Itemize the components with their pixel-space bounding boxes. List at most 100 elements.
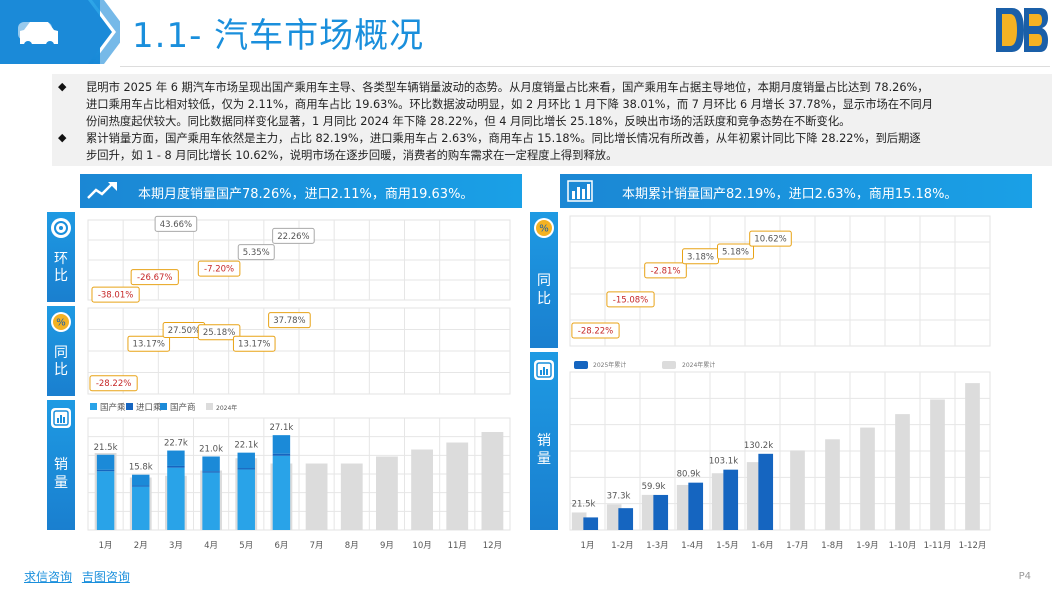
bar-chart-icon — [51, 408, 71, 428]
target-icon — [51, 218, 71, 238]
right-tongbi-label-box — [571, 322, 620, 339]
footer-link-jitu[interactable]: 吉图咨询 — [81, 570, 130, 584]
bullet-icon: ◆ — [58, 80, 67, 93]
bar-total-label: 15.8k — [129, 463, 153, 473]
bar-guochan-shang — [132, 474, 150, 486]
x-tick-label: 1-11月 — [924, 541, 952, 551]
huanbi-label: 22.26% — [277, 232, 309, 242]
huanbi-label-box — [154, 215, 198, 232]
x-tick-label: 1-9月 — [856, 541, 878, 551]
bar-2024 — [481, 432, 504, 530]
summary-paragraph-1: 昆明市 2025 年 6 期汽车市场呈现出国产乘用车主导、各类型车辆销量波动的态… — [86, 79, 1048, 130]
left-banner: 本期月度销量国产78.26%，进口2.11%，商用19.63%。 — [80, 174, 522, 208]
tongbi-label: 13.17% — [133, 340, 165, 350]
brand-logo — [996, 8, 1048, 52]
legend-label: 2025年累计 — [593, 361, 626, 369]
legend-label: 进口乘 — [136, 402, 162, 413]
right-banner: 本期累计销量国产82.19%，进口2.63%，商用15.18%。 — [560, 174, 1032, 208]
bar-guochan-cheng — [237, 469, 255, 530]
huanbi-label: -7.20% — [204, 265, 234, 275]
bar-guochan-shang — [237, 452, 255, 469]
bar-2024-cum — [676, 484, 692, 530]
side-label-char: 同 — [537, 273, 551, 289]
bar-2024-cum — [825, 439, 840, 530]
tongbi-label: 13.17% — [238, 340, 270, 350]
bar-guochan-cheng — [272, 455, 291, 530]
bar-2025-cum — [583, 517, 599, 530]
huanbi-label: -38.01% — [98, 291, 133, 301]
side-panel-right-tongbi: % 同 比 — [530, 212, 558, 348]
svg-text:%: % — [539, 224, 549, 235]
x-tick-label: 1-12月 — [959, 541, 987, 551]
x-tick-label: 4月 — [204, 541, 218, 551]
bar-jinkou-cheng — [237, 468, 255, 470]
bar-2024 — [376, 456, 398, 530]
tongbi-label-box — [268, 312, 311, 329]
bar-2024-cum — [965, 383, 980, 530]
x-tick-label: 1月 — [581, 541, 595, 551]
bar-guochan-cheng — [132, 486, 150, 530]
bar-total-label: 59.9k — [642, 482, 666, 492]
side-label-char: 销 — [54, 457, 68, 473]
bar-chart-icon — [567, 180, 593, 202]
x-tick-label: 1-10月 — [889, 541, 917, 551]
bar-2025-cum — [618, 508, 634, 530]
left-banner-text: 本期月度销量国产78.26%，进口2.11%，商用19.63%。 — [138, 187, 474, 202]
bar-2024-cum — [606, 504, 622, 530]
bar-2025-cum — [758, 453, 774, 530]
x-tick-label: 5月 — [239, 541, 253, 551]
x-tick-label: 1-7月 — [786, 541, 808, 551]
page-title: 1.1- 汽车市场概况 — [132, 16, 425, 56]
text-line: 进口乘用车占比相对较低，仅为 2.11%，商用车占比 19.63%。环比数据波动… — [86, 98, 933, 111]
page-number: P4 — [1018, 571, 1031, 582]
legend-label: 2024年 — [216, 404, 237, 412]
bar-jinkou-cheng — [132, 485, 150, 487]
percent-icon: % — [51, 312, 71, 332]
bar-2024-cum — [860, 427, 875, 530]
right-tongbi-label-box — [749, 230, 792, 247]
bar-jinkou-cheng — [167, 465, 185, 468]
car-icon — [18, 22, 58, 49]
bullet-icon: ◆ — [58, 131, 67, 144]
side-panel-huanbi: 环 比 — [47, 212, 75, 302]
x-tick-label: 9月 — [380, 541, 394, 551]
bar-2024 — [446, 442, 469, 530]
bar-jinkou-cheng — [272, 453, 291, 456]
x-tick-label: 1-4月 — [681, 541, 703, 551]
bar-guochan-cheng — [167, 467, 185, 530]
bar-total-label: 21.5k — [572, 499, 596, 509]
side-panel-xiaoliang: 销 量 — [47, 400, 75, 530]
legend-swatch — [662, 361, 676, 369]
text-line: 份间热度起伏较大。同比数据同样变化显著，1 月同比 2024 年下降 28.22… — [86, 115, 851, 128]
bar-2024-cum — [711, 473, 727, 530]
side-label-char: 比 — [537, 291, 551, 307]
tongbi-label: 37.78% — [273, 316, 305, 326]
x-tick-label: 1-2月 — [611, 541, 633, 551]
x-tick-label: 1-3月 — [646, 541, 668, 551]
huanbi-label-box — [272, 227, 315, 244]
side-label-char: 量 — [537, 451, 551, 467]
legend-swatch — [574, 361, 588, 369]
x-tick-label: 11月 — [448, 541, 467, 551]
right-tongbi-label-box — [644, 262, 687, 279]
footer-link-qiuxin[interactable]: 求信咨询 — [24, 570, 73, 584]
bar-total-label: 103.1k — [709, 457, 738, 467]
side-panel-right-xiaoliang: 销 量 — [530, 352, 558, 530]
bar-2024 — [340, 463, 363, 530]
trend-up-icon — [87, 182, 117, 199]
bar-2024-cum — [895, 414, 910, 530]
bar-guochan-cheng — [202, 472, 220, 530]
right-tongbi-label: -28.22% — [578, 326, 613, 336]
side-label-char: 量 — [54, 475, 68, 491]
x-tick-label: 3月 — [169, 541, 183, 551]
bar-2024 — [305, 463, 328, 530]
side-label-char: 比 — [54, 268, 68, 284]
bar-guochan-shang — [202, 456, 220, 472]
x-tick-label: 8月 — [345, 541, 359, 551]
bar-total-label: 22.1k — [234, 441, 258, 451]
svg-text:%: % — [56, 318, 66, 329]
huanbi-label-box — [130, 269, 179, 286]
right-tongbi-label: -15.08% — [613, 295, 648, 305]
bar-total-label: 27.1k — [269, 423, 293, 433]
